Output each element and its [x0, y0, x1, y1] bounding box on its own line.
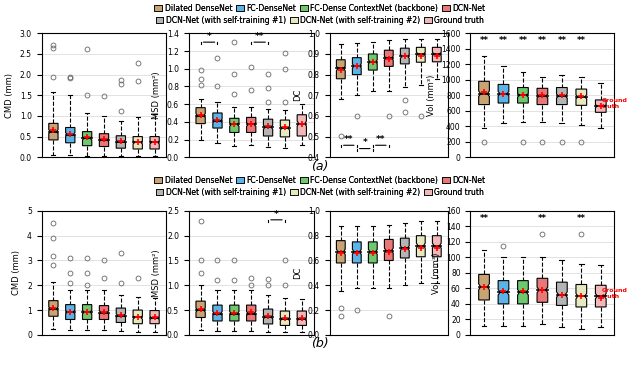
Polygon shape [595, 285, 606, 307]
Text: (b): (b) [311, 337, 329, 350]
Polygon shape [576, 285, 587, 307]
Text: (a): (a) [311, 160, 329, 173]
Polygon shape [83, 305, 92, 319]
Polygon shape [417, 47, 425, 62]
Polygon shape [337, 240, 345, 263]
Polygon shape [297, 311, 307, 326]
Text: **: ** [376, 135, 385, 144]
Polygon shape [133, 310, 142, 324]
Polygon shape [479, 275, 490, 300]
Polygon shape [401, 238, 409, 258]
Y-axis label: Vol (mm³): Vol (mm³) [427, 75, 436, 116]
Y-axis label: CMD (mm): CMD (mm) [12, 250, 22, 295]
Y-axis label: Vol (mm³): Vol (mm³) [431, 252, 440, 293]
Y-axis label: MSD (mm²): MSD (mm²) [152, 249, 161, 297]
Text: **: ** [577, 36, 586, 46]
Text: Ground
truth: Ground truth [602, 288, 628, 299]
Text: **: ** [479, 36, 488, 46]
Text: *: * [362, 138, 367, 148]
Y-axis label: DC: DC [293, 267, 302, 279]
Polygon shape [230, 305, 239, 321]
Polygon shape [297, 115, 307, 136]
Polygon shape [518, 88, 528, 103]
Polygon shape [49, 301, 58, 316]
Polygon shape [150, 137, 159, 149]
Y-axis label: CMD (mm): CMD (mm) [5, 73, 14, 118]
Polygon shape [353, 242, 361, 263]
Polygon shape [230, 118, 239, 132]
Text: **: ** [577, 214, 586, 223]
Polygon shape [264, 309, 273, 324]
Polygon shape [213, 113, 222, 128]
Text: *: * [207, 32, 211, 41]
Polygon shape [557, 88, 567, 105]
Text: **: ** [344, 135, 353, 144]
Polygon shape [66, 305, 75, 319]
Polygon shape [116, 308, 125, 322]
Polygon shape [66, 128, 75, 143]
Polygon shape [498, 280, 509, 304]
Polygon shape [116, 136, 125, 148]
Polygon shape [433, 236, 441, 257]
Polygon shape [401, 48, 409, 64]
Polygon shape [385, 50, 393, 66]
Legend: Dilated DenseNet, FC-DenseNet, FC-Dense ContextNet (backbone), DCN-Net: Dilated DenseNet, FC-DenseNet, FC-Dense … [154, 176, 486, 185]
Text: Ground
truth: Ground truth [602, 98, 628, 109]
Polygon shape [537, 88, 548, 105]
Polygon shape [479, 81, 490, 105]
Polygon shape [353, 58, 361, 75]
Polygon shape [557, 282, 567, 305]
Text: **: ** [538, 36, 547, 46]
Text: *: * [274, 210, 279, 219]
Polygon shape [133, 137, 142, 149]
Polygon shape [99, 306, 109, 319]
Polygon shape [537, 278, 548, 302]
Polygon shape [213, 305, 222, 321]
Polygon shape [280, 311, 289, 326]
Polygon shape [433, 47, 441, 62]
Polygon shape [417, 236, 425, 257]
Legend: Dilated DenseNet, FC-DenseNet, FC-Dense ContextNet (backbone), DCN-Net: Dilated DenseNet, FC-DenseNet, FC-Dense … [154, 4, 486, 13]
Y-axis label: DC: DC [293, 89, 302, 101]
Text: **: ** [518, 36, 527, 46]
Polygon shape [280, 120, 289, 137]
Polygon shape [498, 84, 509, 103]
Text: **: ** [557, 36, 566, 46]
Polygon shape [576, 89, 587, 105]
Text: **: ** [538, 214, 547, 223]
Polygon shape [369, 54, 377, 70]
Y-axis label: MSD (mm²): MSD (mm²) [152, 71, 161, 119]
Polygon shape [385, 239, 393, 260]
Legend: DCN-Net (with self-training #1), DCN-Net (with self-training #2), Ground truth: DCN-Net (with self-training #1), DCN-Net… [156, 188, 484, 197]
Polygon shape [518, 280, 528, 304]
Polygon shape [595, 100, 606, 112]
Text: **: ** [499, 36, 508, 46]
Polygon shape [49, 123, 58, 140]
Polygon shape [196, 108, 205, 124]
Polygon shape [196, 301, 205, 317]
Legend: DCN-Net (with self-training #1), DCN-Net (with self-training #2), Ground truth: DCN-Net (with self-training #1), DCN-Net… [156, 16, 484, 25]
Polygon shape [369, 242, 377, 263]
Polygon shape [246, 117, 256, 132]
Polygon shape [99, 134, 109, 147]
Polygon shape [150, 310, 159, 324]
Polygon shape [83, 132, 92, 146]
Text: **: ** [479, 214, 488, 223]
Text: **: ** [255, 32, 264, 41]
Polygon shape [246, 305, 256, 321]
Polygon shape [264, 119, 273, 136]
Polygon shape [337, 60, 345, 79]
